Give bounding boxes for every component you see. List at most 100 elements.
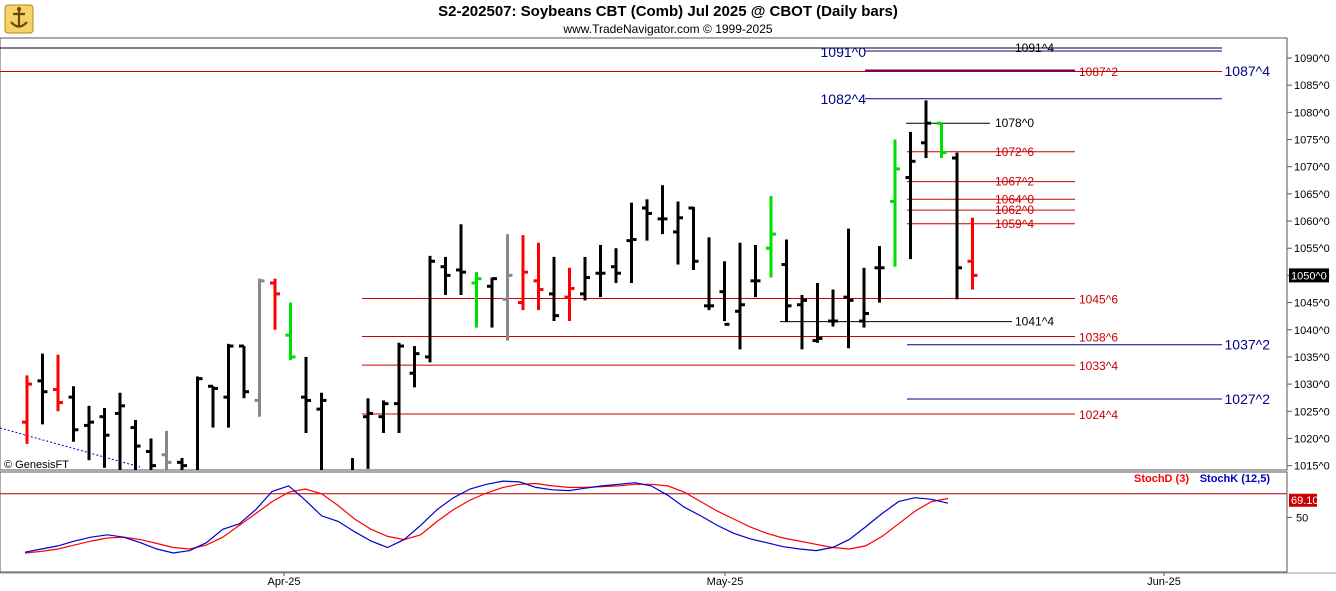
stoch-y-tick-label: 50: [1296, 512, 1308, 524]
ohlc-bar: [487, 277, 497, 328]
y-tick-label: 1045^0: [1294, 298, 1330, 310]
level-label: 1024^4: [1079, 408, 1118, 422]
ohlc-bar: [285, 302, 296, 361]
ohlc-bar: [626, 202, 637, 284]
price-levels: 1091^0 1091^4 1087^2 1087^4 1082^4 1078^0 1072…: [0, 41, 1270, 422]
ohlc-bar: [22, 375, 32, 444]
level-label: 1041^4: [1015, 315, 1054, 329]
level-label: 1091^4: [1015, 41, 1054, 55]
chart-frames: [0, 37, 1336, 574]
ohlc-bar: [905, 131, 916, 260]
ohlc-bar: [843, 228, 854, 349]
level-label: 1045^6: [1079, 292, 1118, 306]
stochK-legend: StochK (12,5): [1200, 473, 1271, 485]
stochastic-panel: StochD (3) StochK (12,5): [0, 473, 1287, 554]
ohlc-bar: [409, 346, 420, 388]
level-label: 1078^0: [995, 116, 1034, 130]
ohlc-bar: [921, 100, 931, 159]
ohlc-bar: [223, 343, 234, 428]
ohlc-bar: [704, 237, 714, 311]
stoch-value-label: 69.10: [1291, 495, 1319, 507]
ohlc-bar: [750, 244, 761, 298]
ohlc-bar: [890, 139, 900, 267]
ohlc-bar: [967, 217, 978, 290]
ohlc-bar: [859, 267, 869, 328]
ohlc-bar: [130, 419, 141, 470]
y-tick-label: 1080^0: [1294, 107, 1330, 119]
ohlc-bar: [688, 206, 699, 270]
ohlc-bar: [611, 248, 621, 284]
y-tick-label: 1035^0: [1294, 352, 1330, 364]
ohlc-bar: [425, 255, 435, 363]
y-tick-label: 1075^0: [1294, 135, 1330, 147]
ohlc-bar: [239, 344, 249, 399]
ohlc-bar: [196, 376, 203, 470]
ohlc-bar: [828, 289, 838, 327]
ohlc-bar: [208, 384, 218, 428]
level-label: 1038^6: [1079, 331, 1118, 345]
chart-header: S2-202507: Soybeans CBT (Comb) Jul 2025 …: [0, 0, 1336, 38]
level-label: 1064^0: [995, 192, 1034, 206]
stochD-legend: StochD (3): [1134, 473, 1189, 485]
x-tick-label: Apr-25: [267, 576, 300, 588]
ohlc-bar: [502, 234, 513, 341]
price-panel-frame: [0, 37, 1288, 471]
ohlc-bar: [456, 224, 466, 295]
y-tick-label: 1055^0: [1294, 243, 1330, 255]
ohlc-bar: [301, 356, 311, 434]
ohlc-bar: [797, 294, 807, 350]
ohlc-bar: [595, 244, 606, 298]
watermark: © GenesisFT: [4, 459, 69, 471]
stoch-value-box: [1289, 493, 1317, 507]
level-label: 1037^2: [1225, 337, 1271, 353]
y-tick-label: 1025^0: [1294, 406, 1330, 418]
ohlc-bar: [68, 386, 79, 442]
level-label: 1087^2: [1079, 65, 1118, 79]
level-label: 1059^4: [995, 217, 1034, 231]
last-price-box: [1289, 268, 1329, 283]
y-tick-label: 1020^0: [1294, 433, 1330, 445]
ohlc-bar: [580, 256, 590, 301]
level-label: 1062^0: [995, 203, 1034, 217]
ohlc-bar: [378, 400, 389, 434]
ohlc-bar: [254, 278, 265, 417]
y-tick-label: 1040^0: [1294, 325, 1330, 337]
level-label: 1033^4: [1079, 359, 1118, 373]
ohlc-bar: [146, 438, 156, 470]
ohlc-bar: [874, 246, 885, 303]
price-bars: [22, 100, 978, 470]
x-tick-label: May-25: [707, 576, 744, 588]
ohlc-bar: [471, 272, 482, 328]
ohlc-bar: [642, 199, 652, 241]
level-label: 1072^6: [995, 145, 1034, 159]
ohlc-bar: [812, 283, 823, 343]
ohlc-bar: [177, 458, 187, 470]
ohlc-bar: [952, 152, 962, 300]
ohlc-bar: [766, 196, 776, 278]
ohlc-bar: [316, 392, 327, 470]
stochK-line: [24, 480, 949, 554]
level-label: 1091^0: [821, 44, 867, 60]
y-tick-label: 1030^0: [1294, 379, 1330, 391]
ohlc-bar: [440, 256, 451, 295]
y-tick-label: 1085^0: [1294, 80, 1330, 92]
level-label: 1067^2: [995, 175, 1034, 189]
ohlc-bar: [719, 261, 730, 326]
chart-subtitle: www.TradeNavigator.com © 1999-2025: [563, 22, 773, 36]
ohlc-bar: [735, 242, 745, 350]
ohlc-bar: [781, 239, 792, 323]
stoch-panel-frame: [0, 471, 1288, 573]
ohlc-bar: [37, 353, 48, 425]
trend-line: [0, 427, 141, 468]
y-tick-label: 1065^0: [1294, 189, 1330, 201]
ohlc-bar: [161, 430, 172, 470]
ohlc-bar: [564, 267, 575, 322]
ohlc-bar: [115, 392, 125, 470]
ohlc-bar: [270, 278, 280, 330]
y-tick-label: 1090^0: [1294, 53, 1330, 65]
chart-title: S2-202507: Soybeans CBT (Comb) Jul 2025 …: [438, 3, 898, 20]
ohlc-bar: [533, 242, 544, 311]
last-price-label: 1050^0: [1291, 270, 1327, 282]
x-tick-label: Jun-25: [1147, 576, 1181, 588]
